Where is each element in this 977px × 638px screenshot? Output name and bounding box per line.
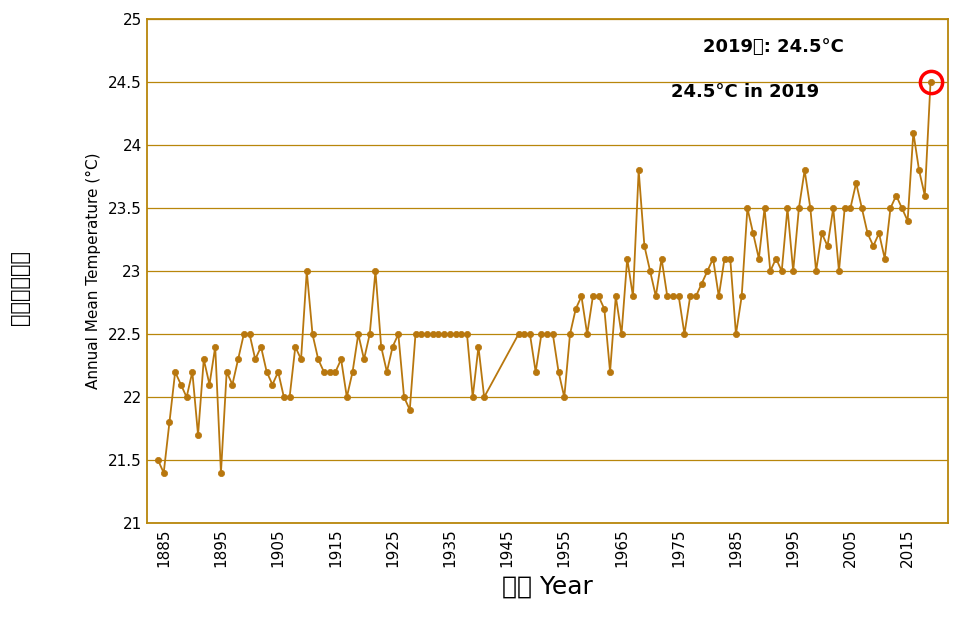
X-axis label: 年份 Year: 年份 Year [501,575,593,599]
Text: 2019年: 24.5°C: 2019年: 24.5°C [703,38,844,56]
Text: 24.5°C in 2019: 24.5°C in 2019 [671,84,820,101]
Text: 全年平均氣温: 全年平均氣温 [10,249,29,325]
Y-axis label: Annual Mean Temperature (°C): Annual Mean Temperature (°C) [86,153,101,389]
